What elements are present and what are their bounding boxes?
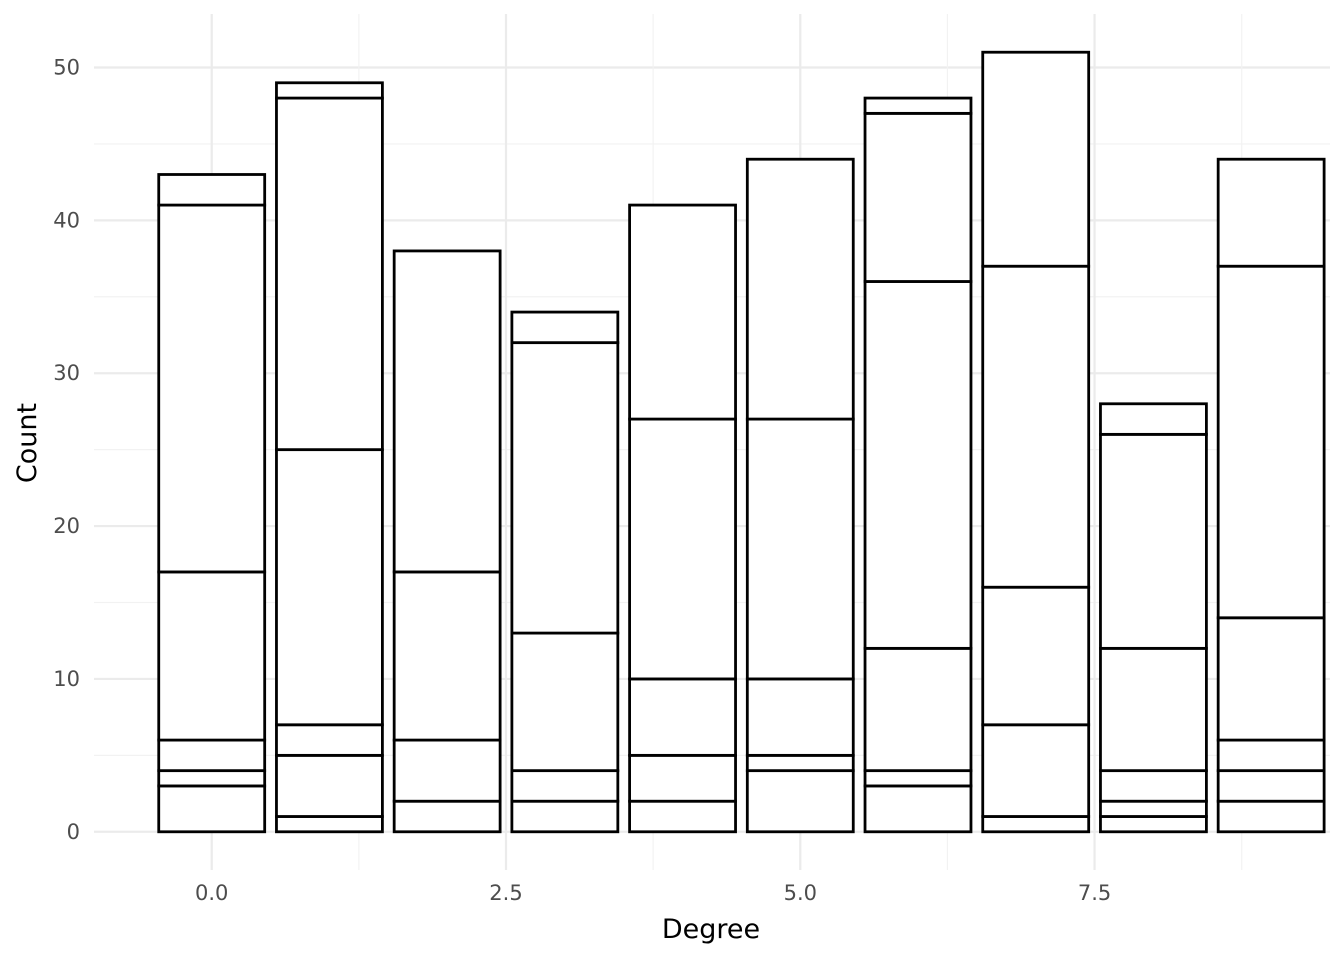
bar-segment	[1099, 646, 1208, 773]
bars	[157, 50, 1326, 834]
bar-segment	[863, 96, 973, 115]
bar-stack	[1099, 402, 1208, 834]
bar-segment	[1099, 769, 1208, 803]
bar-segment	[981, 264, 1091, 589]
bar-segment	[628, 799, 737, 834]
bar-segment	[745, 677, 855, 757]
bar-segment	[510, 341, 620, 635]
bar-segment	[628, 677, 737, 757]
y-tick-label: 50	[53, 56, 80, 80]
bar-segment	[628, 203, 737, 421]
bar-segment	[392, 738, 502, 803]
bar-stack	[510, 310, 620, 834]
bar-segment	[745, 157, 855, 421]
bar-stack	[863, 96, 973, 834]
bar-stack	[392, 249, 502, 834]
bar-segment	[863, 784, 973, 834]
bar-segment	[981, 50, 1091, 268]
bar-segment	[1099, 799, 1208, 818]
bar-segment	[745, 753, 855, 773]
bar-segment	[275, 81, 384, 100]
bar-segment	[1216, 738, 1326, 773]
bar-segment	[275, 96, 384, 452]
bar-segment	[275, 723, 384, 757]
bar-segment	[510, 799, 620, 834]
bar-segment	[275, 815, 384, 834]
y-tick-label: 40	[53, 208, 80, 232]
bar-segment	[510, 310, 620, 345]
bar-segment	[863, 769, 973, 788]
bar-segment	[157, 570, 267, 742]
x-tick-label: 5.0	[784, 881, 817, 905]
bar-stack	[157, 173, 267, 834]
bar-stack	[628, 203, 737, 834]
y-tick-label: 10	[53, 667, 80, 691]
bar-segment	[745, 769, 855, 834]
bar-segment	[981, 585, 1091, 727]
x-tick-label: 2.5	[489, 881, 522, 905]
bar-segment	[157, 738, 267, 773]
bar-segment	[1099, 815, 1208, 834]
x-tick-label: 0.0	[195, 881, 228, 905]
y-axis-ticks: 0 10 20 30 40 50	[53, 56, 80, 844]
bar-segment	[157, 173, 267, 207]
bar-segment	[1099, 402, 1208, 436]
bar-segment	[157, 203, 267, 574]
bar-segment	[510, 769, 620, 803]
y-tick-label: 30	[53, 361, 80, 385]
bar-segment	[1216, 616, 1326, 742]
bar-segment	[157, 784, 267, 834]
x-axis-title: Degree	[662, 914, 760, 945]
bar-segment	[745, 417, 855, 681]
bar-segment	[1099, 432, 1208, 650]
bar-segment	[863, 280, 973, 650]
bar-segment	[1216, 157, 1326, 268]
bar-stack	[745, 157, 855, 834]
x-axis-ticks: 0.0 2.5 5.0 7.5	[195, 881, 1111, 905]
bar-segment	[1216, 264, 1326, 620]
bar-segment	[275, 753, 384, 818]
bar-segment	[392, 799, 502, 834]
bar-segment	[392, 249, 502, 574]
bar-segment	[510, 631, 620, 773]
bar-stack	[1216, 157, 1326, 834]
bar-segment	[1216, 769, 1326, 803]
bar-segment	[863, 646, 973, 773]
y-axis-title: Count	[12, 403, 43, 483]
x-tick-label: 7.5	[1078, 881, 1111, 905]
bar-segment	[628, 417, 737, 681]
bar-segment	[981, 723, 1091, 818]
y-tick-label: 0	[67, 820, 80, 844]
bar-stack	[275, 81, 384, 834]
bar-segment	[157, 769, 267, 788]
bar-segment	[863, 111, 973, 283]
bar-segment	[628, 753, 737, 803]
bar-segment	[275, 448, 384, 727]
y-tick-label: 20	[53, 514, 80, 538]
bar-stack	[981, 50, 1091, 834]
bar-segment	[1216, 799, 1326, 834]
bar-segment	[392, 570, 502, 742]
bar-segment	[981, 815, 1091, 834]
